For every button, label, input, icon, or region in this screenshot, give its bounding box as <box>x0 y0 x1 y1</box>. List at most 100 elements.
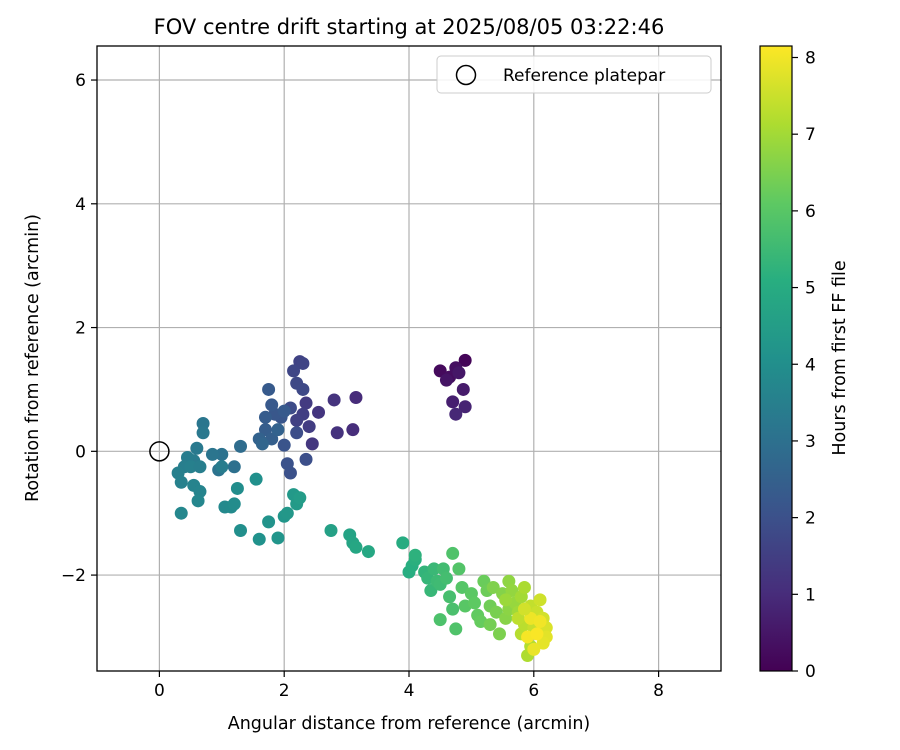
data-point <box>433 613 447 627</box>
data-point <box>433 364 447 378</box>
data-point <box>265 398 279 412</box>
colorbar-gradient <box>759 45 793 672</box>
data-point <box>184 460 198 474</box>
y-tick-label: 0 <box>75 442 86 462</box>
reference-marker <box>149 441 170 462</box>
x-axis-label: Angular distance from reference (arcmin) <box>228 714 591 734</box>
data-point <box>396 536 410 550</box>
data-point <box>227 460 241 474</box>
data-point <box>262 382 276 396</box>
data-point <box>327 393 341 407</box>
colorbar-ticks: 0 1 2 3 4 5 6 7 8 <box>792 49 816 682</box>
data-point <box>249 472 263 486</box>
data-point <box>271 531 285 545</box>
data-point <box>455 580 469 594</box>
data-point <box>483 618 497 632</box>
data-point <box>277 404 291 418</box>
data-point <box>258 423 272 437</box>
data-point <box>299 396 313 410</box>
data-points <box>171 353 553 663</box>
data-point <box>449 622 463 636</box>
data-point <box>234 524 248 538</box>
x-tick-label: 0 <box>154 681 165 701</box>
data-point <box>215 447 229 461</box>
colorbar-tick-label: 8 <box>805 49 816 69</box>
data-point <box>174 475 188 489</box>
x-tick-label: 6 <box>528 681 539 701</box>
data-point <box>305 437 319 451</box>
y-tick-label: 6 <box>75 71 86 91</box>
legend-marker-icon <box>455 64 477 86</box>
y-tick-label: 2 <box>75 319 86 339</box>
data-point <box>458 400 472 414</box>
data-point <box>196 416 210 430</box>
data-point <box>293 491 307 505</box>
data-point <box>424 584 438 598</box>
legend-label: Reference platepar <box>503 66 665 86</box>
data-point <box>499 593 513 607</box>
data-point <box>215 460 229 474</box>
legend-box <box>436 55 712 94</box>
data-point <box>446 546 460 560</box>
data-point <box>280 506 294 520</box>
data-point <box>234 439 248 453</box>
data-point <box>193 460 207 474</box>
colorbar-tick-label: 4 <box>805 355 816 375</box>
data-point <box>527 642 541 656</box>
data-point <box>517 580 531 594</box>
data-point <box>277 438 291 452</box>
data-point <box>296 356 310 370</box>
data-point <box>312 405 326 419</box>
data-point <box>262 515 276 529</box>
data-point <box>446 395 460 409</box>
data-point <box>408 548 422 562</box>
x-tick-label: 4 <box>404 681 415 701</box>
data-point <box>346 423 360 437</box>
data-point <box>361 545 375 559</box>
data-point <box>349 390 363 404</box>
colorbar-label: Hours from first FF file <box>830 260 850 455</box>
data-point <box>280 457 294 471</box>
data-point <box>443 590 457 604</box>
data-point <box>252 532 266 546</box>
data-point <box>492 627 506 641</box>
colorbar: 0 1 2 3 4 5 6 7 8 Hours from first FF file <box>759 45 850 682</box>
data-point <box>489 605 503 619</box>
data-point <box>190 441 204 455</box>
data-point <box>174 506 188 520</box>
data-point <box>271 423 285 437</box>
data-point <box>533 614 547 628</box>
data-point <box>330 426 344 440</box>
data-point <box>458 353 472 367</box>
reference-point <box>149 441 170 462</box>
data-point <box>533 593 547 607</box>
data-point <box>439 373 453 387</box>
data-point <box>205 447 219 461</box>
data-point <box>505 584 519 598</box>
colorbar-tick-label: 3 <box>805 432 816 452</box>
data-point <box>452 562 466 576</box>
data-point <box>486 580 500 594</box>
data-point <box>230 481 244 495</box>
data-point <box>299 452 313 466</box>
colorbar-tick-label: 5 <box>805 279 816 299</box>
data-point <box>290 413 304 427</box>
colorbar-tick-label: 1 <box>805 585 816 605</box>
y-axis-label: Rotation from reference (arcmin) <box>23 214 43 502</box>
data-point <box>511 611 525 625</box>
data-point <box>258 410 272 424</box>
data-point <box>517 602 531 616</box>
legend: Reference platepar <box>436 55 712 94</box>
data-point <box>452 366 466 380</box>
data-point <box>530 627 544 641</box>
data-point <box>456 382 470 396</box>
x-tick-label: 8 <box>653 681 664 701</box>
data-point <box>191 494 205 508</box>
colorbar-tick-label: 7 <box>805 125 816 145</box>
data-point <box>287 364 301 378</box>
data-point <box>324 524 338 538</box>
data-point <box>255 437 269 451</box>
data-point <box>468 596 482 610</box>
y-axis-ticks: −2 0 2 4 6 <box>61 71 97 586</box>
